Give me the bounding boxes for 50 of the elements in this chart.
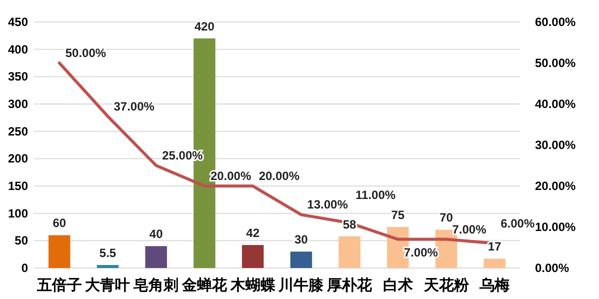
bar [242,245,264,268]
y2-tick-label: 60.00% [535,15,576,29]
data-label: 6.00% [500,216,535,230]
x-tick-label: 金蝉花 [180,277,228,294]
x-tick-label: 乌梅 [478,277,510,294]
data-label: 50.00% [65,46,106,60]
data-label: 40 [149,227,164,242]
y-tick-label: 300 [8,97,28,111]
x-tick-label: 川牛膝 [278,277,325,294]
y2-tick-label: 30.00% [535,138,576,152]
x-tick-label: 厚朴花 [326,277,374,294]
x-tick-label: 大青叶 [85,277,130,294]
y-tick-label: 350 [8,70,28,84]
y2-tick-label: 0.00% [535,261,570,275]
data-label: 42 [246,226,260,240]
y-tick-label: 0 [21,261,28,275]
bar [145,246,167,268]
x-tick-label: 皂角刺 [132,277,179,294]
x-tick-label: 木蝴蝶 [229,277,276,294]
data-label: 37.00% [114,99,155,114]
bar [96,264,119,268]
bar [290,252,312,268]
y2-tick-label: 20.00% [535,179,576,193]
x-tick-label: 天花粉 [422,277,470,294]
bar [338,236,360,268]
data-label: 13.00% [307,198,348,212]
bar [484,258,506,268]
y-tick-label: 150 [8,179,28,193]
y-tick-label: 250 [8,124,28,138]
y2-tick-label: 10.00% [535,220,576,234]
data-label: 420 [194,19,215,34]
data-label: 11.00% [356,188,396,202]
data-label: 7.00% [404,245,438,260]
y-tick-label: 100 [8,206,28,220]
data-label: 20.00% [258,169,300,183]
y2-tick-label: 50.00% [535,56,576,70]
data-label: 30 [294,232,308,247]
y-tick-label: 200 [8,152,28,166]
data-label: 70 [440,210,454,225]
x-tick-label: 五倍子 [36,277,82,294]
bar [48,235,70,268]
y-tick-label: 50 [14,234,28,248]
y2-tick-label: 40.00% [535,97,576,111]
x-tick-label: 白术 [382,277,413,294]
y-tick-label: 400 [8,42,28,56]
y-tick-label: 450 [8,15,28,29]
data-label: 60 [52,216,66,230]
data-label: 7.00% [452,222,487,236]
data-label: 75 [391,208,405,222]
data-label: 5.5 [99,246,116,260]
